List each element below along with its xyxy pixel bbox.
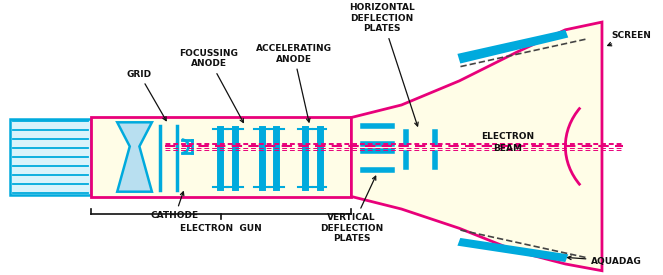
Text: AQUADAG: AQUADAG (568, 256, 642, 266)
Polygon shape (457, 238, 568, 262)
Text: ACCELERATING
ANODE: ACCELERATING ANODE (255, 44, 332, 122)
Text: CATHODE: CATHODE (151, 192, 199, 220)
Text: SCREEN: SCREEN (608, 31, 652, 46)
Bar (10, 119, 91, 195)
Text: GRID: GRID (127, 70, 166, 121)
Polygon shape (117, 122, 152, 192)
Text: ELECTRON: ELECTRON (481, 132, 534, 141)
Text: BEAM: BEAM (493, 144, 522, 153)
Polygon shape (457, 30, 568, 64)
Polygon shape (351, 22, 602, 271)
Text: VERTICAL
DEFLECTION
PLATES: VERTICAL DEFLECTION PLATES (320, 176, 383, 243)
Bar (91, 117, 351, 197)
Text: FOCUSSING
ANODE: FOCUSSING ANODE (179, 49, 243, 122)
Text: HORIZONTAL
DEFLECTION
PLATES: HORIZONTAL DEFLECTION PLATES (349, 3, 418, 126)
Text: ELECTRON  GUN: ELECTRON GUN (180, 224, 262, 233)
